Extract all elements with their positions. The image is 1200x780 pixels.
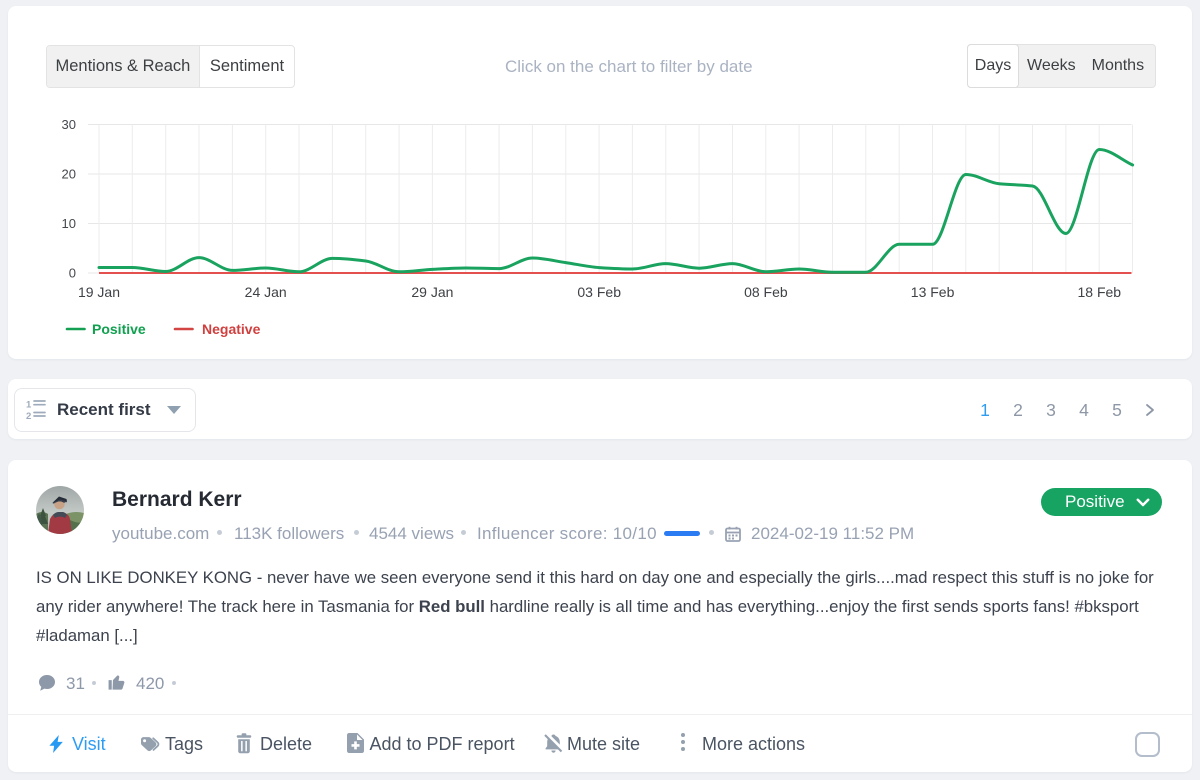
svg-text:2: 2 xyxy=(26,411,31,422)
svg-text:18 Feb: 18 Feb xyxy=(1078,284,1122,300)
svg-text:24 Jan: 24 Jan xyxy=(245,284,287,300)
svg-text:08 Feb: 08 Feb xyxy=(744,284,788,300)
svg-text:Positive: Positive xyxy=(92,321,146,337)
svg-text:03 Feb: 03 Feb xyxy=(577,284,621,300)
svg-text:1: 1 xyxy=(26,400,32,411)
svg-text:0: 0 xyxy=(69,266,76,281)
svg-text:Negative: Negative xyxy=(202,321,261,337)
svg-text:30: 30 xyxy=(62,117,76,132)
svg-text:20: 20 xyxy=(62,167,76,182)
svg-text:29 Jan: 29 Jan xyxy=(411,284,453,300)
svg-text:10: 10 xyxy=(62,216,76,231)
svg-text:13 Feb: 13 Feb xyxy=(911,284,955,300)
svg-text:19 Jan: 19 Jan xyxy=(78,284,120,300)
